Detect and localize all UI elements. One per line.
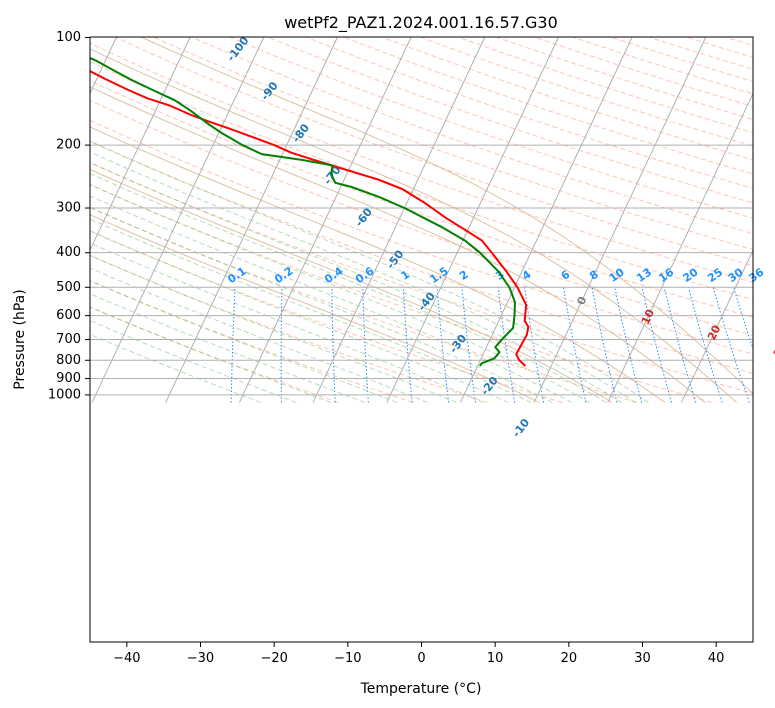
mixing-ratio-line — [614, 287, 643, 403]
mixing-ratio-line — [712, 287, 750, 403]
equivalent-potential-temperature-line — [90, 126, 666, 403]
y-tick-label: 900 — [56, 371, 81, 386]
dry-adiabat-line — [90, 206, 638, 403]
dry-adiabat-line — [90, 140, 753, 374]
temperature-profile-line — [90, 69, 530, 367]
dry-adiabat-label: 20 — [705, 323, 723, 343]
x-tick-label: −40 — [113, 651, 140, 666]
moist-adiabat-line — [90, 162, 622, 403]
y-tick-label: 300 — [56, 201, 81, 216]
profile-lines — [90, 56, 530, 367]
dry-adiabat-line — [90, 161, 753, 394]
equivalent-potential-temperature-line — [90, 214, 540, 403]
x-tick-label: −30 — [187, 651, 214, 666]
x-tick-label: 10 — [487, 651, 504, 666]
x-tick-label: 20 — [561, 651, 578, 666]
moist-adiabat-line — [90, 184, 590, 403]
dry-adiabat-line — [116, 37, 753, 267]
dry-adiabat-line — [90, 184, 712, 403]
isotherm-line — [238, 37, 412, 403]
y-axis-label: Pressure (hPa) — [12, 289, 28, 389]
isotherm-line — [90, 37, 191, 252]
dry-adiabat-label: 10 — [639, 307, 657, 327]
mixing-ratio-line — [663, 287, 697, 403]
y-tick-label: 400 — [56, 245, 81, 260]
moist-adiabat-line — [90, 140, 649, 403]
x-tick-label: −10 — [334, 651, 361, 666]
y-tick-label: 600 — [56, 308, 81, 323]
dry-adiabat-line — [459, 37, 753, 134]
background-lines — [90, 37, 753, 403]
mixing-ratio-line — [733, 287, 753, 351]
y-tick-label: 800 — [56, 353, 81, 368]
isotherm-line — [533, 37, 707, 403]
isotherm-line — [607, 92, 753, 403]
x-tick-label: 30 — [634, 651, 651, 666]
moist-adiabat-line — [90, 195, 572, 403]
x-tick-label: 40 — [708, 651, 725, 666]
axes: −40−30−20−100102030405010020030040050060… — [48, 30, 725, 666]
dry-adiabat-line — [90, 99, 753, 336]
moist-adiabat-line — [90, 306, 332, 403]
y-tick-label: 500 — [56, 280, 81, 295]
equivalent-potential-temperature-line — [141, 37, 753, 395]
isotherm-line — [91, 37, 265, 403]
moist-adiabat-line — [90, 293, 365, 403]
moist-adiabat-line — [90, 172, 607, 403]
y-tick-label: 100 — [56, 30, 81, 45]
dry-adiabat-line — [344, 37, 753, 175]
mixing-ratio-line — [641, 287, 673, 403]
dry-adiabat-line — [268, 37, 753, 204]
moist-adiabat-line — [90, 320, 297, 403]
dry-adiabat-label: 30 — [771, 339, 775, 359]
mixing-ratio-line — [591, 287, 618, 403]
dry-adiabat-line — [421, 37, 753, 147]
mixing-ratio-line — [280, 287, 283, 403]
dry-adiabat-line — [90, 119, 753, 355]
moist-adiabat-line — [90, 242, 484, 403]
x-tick-label: 0 — [417, 651, 425, 666]
chart-title: wetPf2_PAZ1.2024.001.16.57.G30 — [284, 13, 558, 33]
moist-adiabat-line — [90, 218, 532, 403]
y-tick-label: 200 — [56, 138, 81, 153]
equivalent-potential-temperature-line — [90, 86, 706, 403]
mixing-ratio-line — [687, 287, 723, 403]
isotherm-line — [680, 248, 753, 403]
y-tick-label: 700 — [56, 332, 81, 347]
isotherm-line — [312, 37, 486, 403]
isotherm-line — [165, 37, 338, 403]
isotherm-line — [459, 37, 633, 403]
dewpoint-profile-line — [90, 56, 516, 367]
moist-adiabat-line — [90, 280, 398, 403]
dry-adiabat-line — [382, 37, 753, 161]
isotherm-line — [386, 37, 559, 403]
x-tick-label: −20 — [260, 651, 287, 666]
y-tick-label: 1000 — [48, 387, 81, 402]
x-axis-label: Temperature (°C) — [360, 681, 482, 697]
dry-adiabat-line — [306, 37, 753, 189]
equivalent-potential-temperature-line — [90, 48, 737, 403]
moist-adiabat-line — [90, 206, 553, 403]
dry-adiabat-line — [154, 37, 753, 251]
